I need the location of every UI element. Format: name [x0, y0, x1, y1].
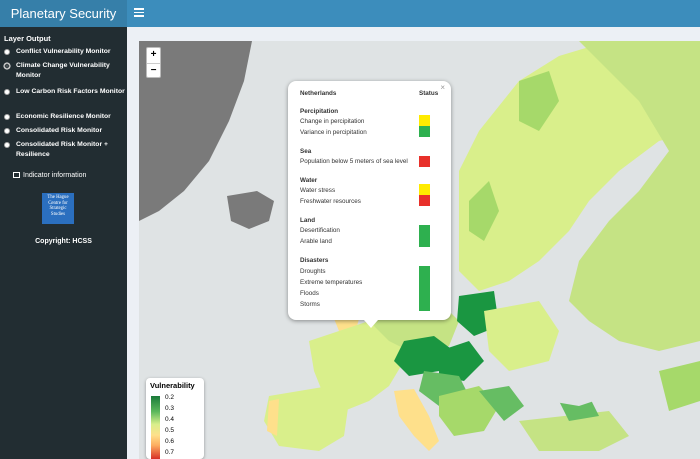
- legend-value: 0.3: [165, 405, 175, 412]
- close-icon[interactable]: ×: [440, 83, 445, 92]
- indicator-label: Droughts: [300, 268, 326, 275]
- section-title: Disasters: [300, 257, 329, 264]
- table-icon: [13, 172, 20, 178]
- layer-option-low-carbon[interactable]: Low Carbon Risk Factors Monitor: [4, 87, 128, 97]
- radio-icon[interactable]: [4, 89, 10, 95]
- status-swatch: [419, 184, 430, 195]
- layer-option-consolidated-risk[interactable]: Consolidated Risk Monitor: [4, 126, 128, 136]
- legend-value: 0.5: [165, 427, 175, 434]
- legend-value: 0.7: [165, 449, 175, 456]
- country-popup: × Netherlands Status Percipitation Chang…: [288, 81, 451, 328]
- section-title: Percipitation: [300, 108, 339, 115]
- layer-option-conflict-vulnerability[interactable]: Conflict Vulnerability Monitor: [4, 47, 128, 57]
- layer-option-consolidated-risk-resilience[interactable]: Consolidated Risk Monitor + Resilience: [4, 140, 128, 159]
- zoom-out-button[interactable]: −: [147, 63, 160, 78]
- indicator-label: Change in percipitation: [300, 118, 365, 125]
- layer-option-economic-resilience[interactable]: Economic Resilience Monitor: [4, 112, 128, 122]
- status-swatch: [419, 225, 430, 247]
- indicator-information-label: Indicator information: [23, 172, 87, 179]
- radio-icon[interactable]: [4, 142, 10, 148]
- status-swatch: [419, 126, 430, 137]
- section-title: Water: [300, 177, 318, 184]
- indicator-information-link[interactable]: Indicator information: [13, 171, 86, 179]
- radio-icon[interactable]: [4, 128, 10, 134]
- app-title: Planetary Security: [0, 0, 127, 27]
- zoom-in-button[interactable]: +: [150, 49, 157, 60]
- indicator-label: Freshwater resources: [300, 198, 361, 205]
- status-swatch: [419, 156, 430, 167]
- section-title: Land: [300, 217, 316, 224]
- indicator-label: Variance in percipitation: [300, 129, 367, 136]
- indicator-label: Extreme temperatures: [300, 279, 363, 286]
- layer-option-label: Economic Resilience Monitor: [16, 113, 111, 120]
- layer-option-label: Climate Change Vulnerability Monitor: [16, 62, 110, 79]
- section-title: Sea: [300, 148, 312, 155]
- zoom-control: + −: [146, 47, 161, 78]
- indicator-label: Arable land: [300, 238, 332, 245]
- sidebar-toggle-icon[interactable]: [134, 6, 144, 20]
- layer-option-label: Low Carbon Risk Factors Monitor: [16, 88, 125, 95]
- indicator-label: Desertification: [300, 227, 340, 234]
- sidebar: Layer Output Conflict Vulnerability Moni…: [0, 27, 127, 459]
- indicator-label: Population below 5 meters of sea level: [300, 158, 408, 165]
- top-navbar: Planetary Security: [0, 0, 700, 27]
- layer-output-heading: Layer Output: [4, 34, 51, 43]
- radio-icon[interactable]: [4, 49, 10, 55]
- status-swatch: [419, 195, 430, 206]
- legend-color-ramp: [151, 396, 160, 459]
- legend-title: Vulnerability: [150, 381, 195, 390]
- vulnerability-legend: Vulnerability 0.2 0.3 0.4 0.5 0.6 0.7: [146, 378, 204, 459]
- layer-option-label: Consolidated Risk Monitor + Resilience: [16, 141, 108, 158]
- status-swatch: [419, 266, 430, 311]
- legend-value: 0.4: [165, 416, 175, 423]
- indicator-label: Floods: [300, 290, 319, 297]
- hcss-logo: The Hague Centre for Strategic Studies: [42, 193, 74, 224]
- indicator-label: Water stress: [300, 187, 336, 194]
- radio-icon[interactable]: [4, 114, 10, 120]
- popup-tip: [364, 320, 378, 328]
- layer-option-label: Consolidated Risk Monitor: [16, 127, 103, 134]
- popup-status-header: Status: [419, 90, 439, 97]
- layer-option-label: Conflict Vulnerability Monitor: [16, 48, 111, 55]
- status-swatch: [419, 115, 430, 126]
- indicator-label: Storms: [300, 301, 320, 308]
- legend-value: 0.2: [165, 394, 175, 401]
- radio-selected-icon[interactable]: [4, 63, 10, 69]
- logo-text: The Hague Centre for Strategic Studies: [47, 195, 69, 217]
- legend-value: 0.6: [165, 438, 175, 445]
- popup-country: Netherlands: [300, 90, 337, 97]
- copyright-text: Copyright: HCSS: [35, 238, 92, 245]
- layer-option-climate-change[interactable]: Climate Change Vulnerability Monitor: [4, 61, 128, 80]
